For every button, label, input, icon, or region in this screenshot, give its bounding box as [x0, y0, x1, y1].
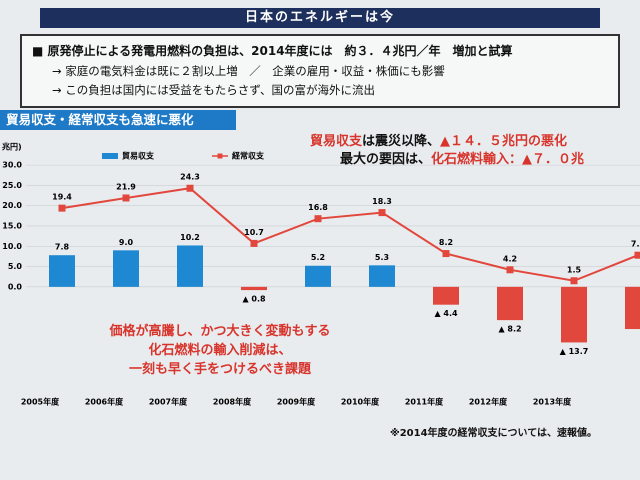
line-marker — [58, 204, 66, 212]
summary-line: → この負担は国内には受益をもたらさず、国の富が海外に流出 — [52, 83, 375, 97]
bar — [305, 265, 331, 287]
line — [61, 187, 639, 282]
headline: 貿易収支は震災以降、▲１４．５兆円の悪化 — [310, 130, 567, 149]
x-tick-label: 2006年度 — [85, 397, 124, 407]
value-label: 18.3 — [372, 197, 392, 206]
headline-segment: は震災以降、 — [362, 134, 441, 149]
headline-segment: 化石燃料輸入：▲７．０兆 — [431, 152, 585, 167]
value-label: ▲ 0.8 — [242, 295, 266, 304]
headline-segment: 貿易収支 — [310, 134, 363, 149]
line-marker — [250, 239, 258, 247]
x-tick-label: 2005年度 — [21, 397, 60, 407]
value-label: 21.9 — [116, 182, 136, 191]
legend-marker — [217, 153, 223, 159]
legend-swatch — [102, 153, 118, 159]
value-label: 7.8 — [55, 243, 70, 252]
value-label: ▲ 13.7 — [560, 347, 589, 356]
value-label: 8.2 — [439, 238, 453, 247]
bar — [369, 265, 395, 287]
value-label: 9.0 — [119, 238, 134, 247]
x-tick-label: 2008年度 — [213, 397, 252, 407]
note-line: 価格が高騰し、かつ大きく変動もする — [109, 324, 331, 339]
y-tick-label: 15.0 — [2, 221, 22, 230]
value-label: ▲ 4.4 — [434, 309, 458, 318]
x-tick-label: 2009年度 — [277, 397, 316, 407]
x-tick-label: 2012年度 — [469, 397, 508, 407]
value-label: 7.8 — [631, 240, 640, 249]
y-tick-label: 0.0 — [8, 282, 23, 291]
headline-segment: ▲１４．５兆円の悪化 — [440, 134, 568, 149]
summary-box: ■ 原発停止による発電用燃料の負担は、2014年度には 約３．４兆円／年 増加と… — [20, 34, 620, 108]
note: 価格が高騰し、かつ大きく変動もする 化石燃料の輸入削減は、 一刻も早く手をつける… — [70, 322, 370, 379]
value-label: 1.5 — [567, 265, 582, 274]
y-tick-label: 20.0 — [2, 201, 22, 210]
y-axis-label: 兆円) — [2, 142, 22, 152]
value-label: 10.2 — [180, 233, 200, 242]
summary-line: ■ 原発停止による発電用燃料の負担は、2014年度には 約３．４兆円／年 増加と… — [32, 44, 513, 58]
y-tick-label: 30.0 — [2, 161, 22, 170]
line-marker — [634, 251, 640, 259]
value-label: 5.2 — [311, 253, 325, 262]
line-marker — [506, 266, 514, 274]
x-tick-label: 2011年度 — [405, 397, 444, 407]
line-marker — [378, 209, 386, 217]
page-title: 日本のエネルギーは今 — [40, 8, 600, 28]
legend-label: 貿易収支 — [122, 151, 155, 161]
value-label: ▲ 8.2 — [498, 325, 521, 334]
bar — [241, 286, 267, 291]
bar — [49, 255, 75, 287]
y-tick-label: 5.0 — [8, 262, 23, 271]
headline: 最大の要因は、化石燃料輸入：▲７．０兆 — [340, 148, 584, 167]
line-marker — [570, 277, 578, 285]
value-label: 5.3 — [375, 253, 389, 262]
summary-line: → 家庭の電気料金は既に２割以上増 ／ 企業の雇用・収益・株価にも影響 — [52, 64, 445, 78]
bar — [433, 286, 459, 305]
x-tick-label: 2013年度 — [533, 397, 572, 407]
line-marker — [314, 215, 322, 223]
line-marker — [122, 194, 130, 202]
note-line: 一刻も早く手をつけるべき課題 — [128, 362, 311, 377]
note-line: 化石燃料の輸入削減は、 — [148, 343, 292, 358]
value-label: 24.3 — [180, 173, 200, 182]
bar — [113, 250, 139, 287]
bar — [561, 286, 587, 343]
x-tick-label: 2007年度 — [149, 397, 188, 407]
line-marker — [442, 250, 450, 258]
value-label: 10.7 — [244, 228, 264, 237]
bar — [497, 286, 523, 321]
y-tick-label: 25.0 — [2, 181, 22, 190]
legend-label: 経常収支 — [232, 151, 265, 161]
line-marker — [186, 184, 194, 192]
footnote: ※2014年度の経常収支については、速報値。 — [390, 428, 598, 439]
y-tick-label: 10.0 — [2, 242, 22, 251]
bar — [625, 286, 640, 330]
value-label: 19.4 — [52, 193, 72, 202]
x-tick-label: 2010年度 — [341, 397, 380, 407]
value-label: 4.2 — [503, 254, 517, 263]
headline-segment: 最大の要因は、 — [340, 152, 432, 167]
bar — [177, 245, 203, 287]
section-title: 貿易収支・経常収支も急速に悪化 — [0, 110, 236, 130]
value-label: 16.8 — [308, 203, 328, 212]
